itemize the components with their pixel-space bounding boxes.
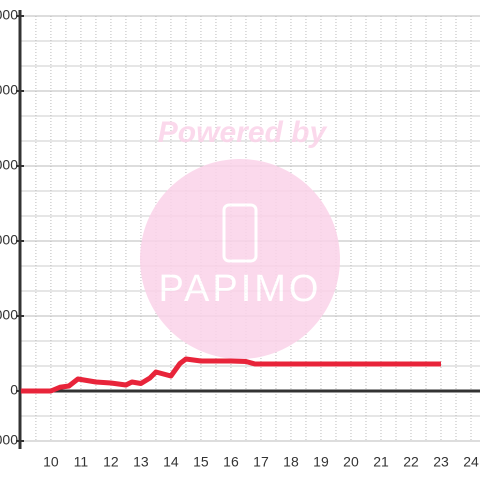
x-tick-label: 22 <box>403 454 419 470</box>
y-tick-label: 150,000 <box>0 7 18 23</box>
x-tick-label: 15 <box>193 454 209 470</box>
y-tick-label: -20,000 <box>0 432 18 448</box>
x-tick-label: 19 <box>313 454 329 470</box>
y-tick-label: 30,000 <box>0 307 18 323</box>
y-tick-label: 120,000 <box>0 82 18 98</box>
watermark-logo: PAPIMO <box>159 268 322 310</box>
x-tick-label: 23 <box>433 454 449 470</box>
x-tick-label: 16 <box>223 454 239 470</box>
x-tick-label: 21 <box>373 454 389 470</box>
watermark-phone <box>222 203 258 263</box>
line-series <box>20 356 441 394</box>
x-tick-label: 20 <box>343 454 359 470</box>
x-tick-label: 11 <box>74 454 89 470</box>
y-tick-label: 90,000 <box>0 157 18 173</box>
x-tick-label: 14 <box>163 454 179 470</box>
x-tick-label: 18 <box>283 454 299 470</box>
x-tick-label: 24 <box>463 454 479 470</box>
y-tick-label: 0 <box>10 382 18 398</box>
watermark-circle <box>140 159 340 359</box>
watermark-text: Powered by <box>158 116 328 149</box>
y-tick-label: 60,000 <box>0 232 18 248</box>
x-tick-label: 17 <box>253 454 269 470</box>
x-tick-label: 10 <box>43 454 59 470</box>
x-tick-label: 13 <box>133 454 149 470</box>
watermark: Powered by PAPIMO <box>140 116 340 359</box>
x-tick-label: 12 <box>103 454 119 470</box>
